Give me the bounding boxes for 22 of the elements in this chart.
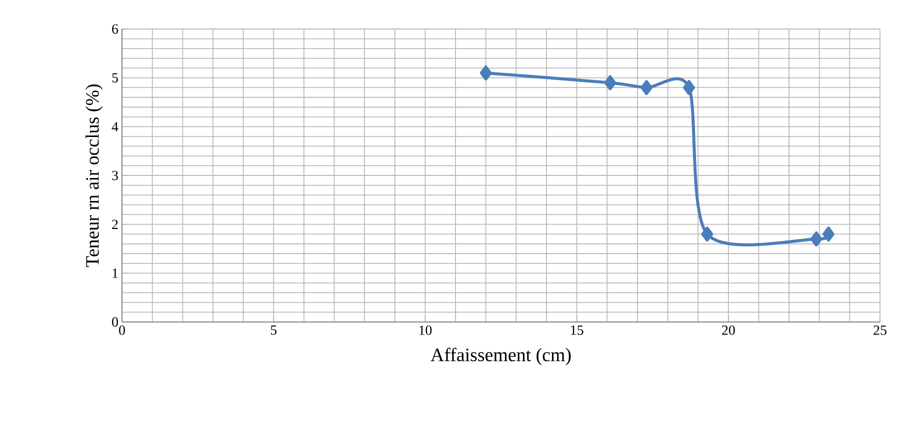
y-tick-label: 2 xyxy=(112,220,118,229)
y-tick-label: 1 xyxy=(112,268,118,278)
point xyxy=(604,75,616,90)
x-tick-label: 10 xyxy=(419,326,432,335)
y-tick-label: 6 xyxy=(112,24,118,34)
point xyxy=(701,226,714,242)
point xyxy=(640,80,653,96)
point xyxy=(810,232,822,246)
y-tick-label: 3 xyxy=(112,170,118,180)
y-tick-label: 4 xyxy=(112,122,118,132)
point xyxy=(822,226,834,242)
x-axis-title: Affaissement (cm) xyxy=(430,348,571,366)
x-tick-label: 0 xyxy=(119,326,125,335)
y-tick-label: 0 xyxy=(112,317,118,327)
point xyxy=(683,80,695,96)
x-tick-label: 5 xyxy=(270,326,277,335)
y-axis-title: Teneur rn air occlus (%) xyxy=(86,84,103,267)
x-tick-label: 20 xyxy=(722,326,735,335)
x-tick-label: 15 xyxy=(571,326,584,335)
point xyxy=(480,65,492,80)
x-tick-label: 25 xyxy=(874,326,886,335)
y-tick-label: 5 xyxy=(112,73,118,82)
